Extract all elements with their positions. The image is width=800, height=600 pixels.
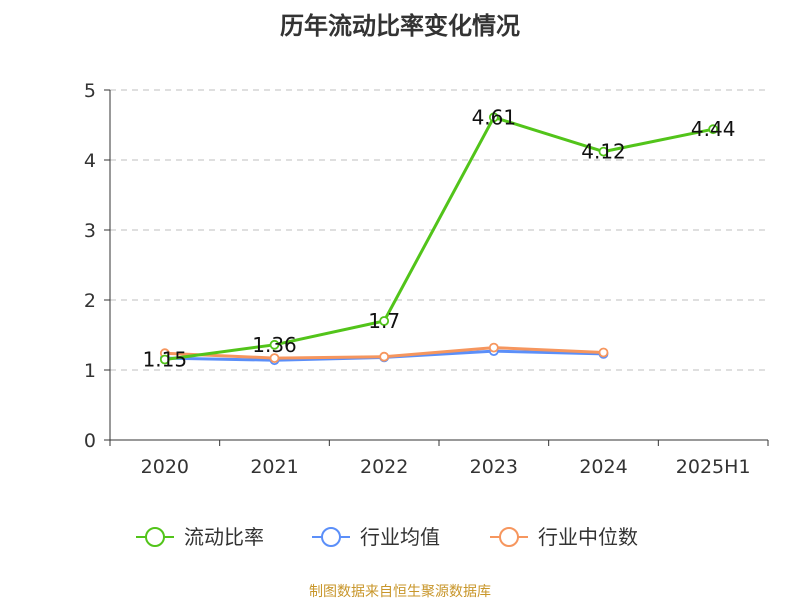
data-label: 1.7: [368, 309, 400, 333]
data-point: [708, 124, 719, 135]
x-tick-label: 2023: [470, 456, 518, 478]
x-tick-label: 2022: [360, 456, 408, 478]
y-tick-label: 4: [84, 150, 96, 172]
series-line: [164, 115, 714, 361]
data-label: 1.15: [143, 348, 188, 372]
chart-title: 历年流动比率变化情况: [280, 12, 520, 40]
legend-label: 行业中位数: [538, 525, 638, 549]
data-label: 4.44: [691, 117, 736, 141]
legend: 流动比率 行业均值 行业中位数: [136, 525, 638, 549]
legend-marker: [321, 527, 341, 547]
data-point: [379, 351, 390, 362]
data-label: 1.36: [252, 333, 297, 357]
data-point: [379, 316, 390, 326]
source-note: 制图数据来自恒生聚源数据库: [309, 584, 491, 600]
y-tick-label: 1: [84, 360, 96, 382]
axes: 0 1 2 3 4 5 2020 2021 2022 2023 2024 2025H1: [84, 80, 769, 478]
x-tick-label: 2021: [250, 456, 298, 478]
data-label: 4.61: [472, 105, 517, 129]
x-tick-label: 2024: [579, 456, 627, 478]
y-tick-label: 0: [84, 430, 96, 452]
data-point: [598, 146, 609, 157]
x-tick-label: 2025H1: [676, 456, 751, 478]
series-lines: [159, 112, 719, 366]
data-point: [488, 342, 499, 353]
y-tick-label: 5: [84, 80, 96, 102]
y-tick-label: 2: [84, 290, 96, 312]
data-point: [159, 354, 170, 365]
data-point: [488, 112, 499, 123]
data-point: [598, 347, 609, 358]
legend-marker: [145, 527, 165, 547]
grid-lines: [110, 89, 768, 371]
legend-label: 行业均值: [360, 525, 440, 549]
legend-label: 流动比率: [184, 525, 264, 549]
legend-marker: [499, 527, 519, 547]
x-tick-label: 2020: [141, 456, 189, 478]
data-label: 4.12: [581, 140, 626, 164]
data-labels: 1.15 1.36 1.7 4.61 4.12 4.44: [143, 105, 736, 371]
data-point: [269, 353, 280, 364]
data-point: [269, 339, 280, 350]
y-tick-label: 3: [84, 220, 96, 242]
